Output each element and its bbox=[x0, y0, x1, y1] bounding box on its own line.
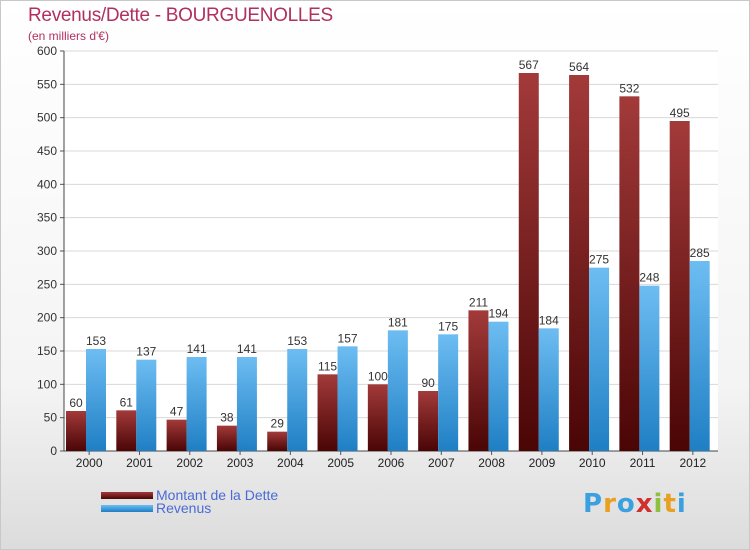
y-tick-label: 250 bbox=[37, 277, 57, 291]
bar-revenue bbox=[689, 261, 710, 451]
x-tick-label: 2001 bbox=[126, 456, 153, 470]
y-tick-label: 0 bbox=[50, 444, 57, 458]
data-label-debt: 532 bbox=[619, 81, 639, 95]
data-label-debt: 61 bbox=[120, 395, 134, 409]
data-label-revenue: 157 bbox=[338, 331, 358, 345]
chart-subtitle: (en milliers d'€) bbox=[28, 29, 109, 43]
x-tick-label: 2011 bbox=[630, 456, 656, 470]
x-tick-label: 2012 bbox=[679, 456, 706, 470]
data-label-revenue: 153 bbox=[86, 334, 106, 348]
legend-item-debt: Montant de la Dette bbox=[101, 487, 278, 503]
y-tick-label: 550 bbox=[37, 77, 57, 91]
bar-debt bbox=[317, 374, 338, 451]
logo-letter: i bbox=[653, 489, 664, 519]
y-tick-label: 300 bbox=[37, 244, 57, 258]
data-label-revenue: 194 bbox=[488, 307, 508, 321]
legend: Montant de la Dette Revenus bbox=[101, 487, 278, 516]
data-label-debt: 60 bbox=[69, 396, 83, 410]
bar-revenue bbox=[186, 357, 207, 451]
legend-swatch-debt bbox=[101, 491, 153, 499]
x-tick-label: 2008 bbox=[478, 456, 505, 470]
bar-revenue bbox=[488, 321, 509, 451]
y-tick-label: 100 bbox=[37, 377, 57, 391]
data-label-debt: 211 bbox=[469, 295, 488, 309]
bar-revenue bbox=[438, 334, 459, 451]
x-tick-label: 2009 bbox=[529, 456, 556, 470]
data-label-debt: 495 bbox=[670, 106, 690, 120]
y-tick-label: 200 bbox=[37, 311, 57, 325]
legend-label-revenue: Revenus bbox=[156, 500, 212, 516]
bar-revenue bbox=[337, 346, 358, 451]
bar-revenue bbox=[136, 359, 157, 451]
bar-debt bbox=[116, 410, 137, 451]
data-label-revenue: 153 bbox=[287, 334, 307, 348]
data-label-revenue: 137 bbox=[136, 345, 156, 359]
bar-debt bbox=[216, 425, 237, 451]
data-label-revenue: 141 bbox=[237, 342, 257, 356]
data-label-revenue: 175 bbox=[438, 319, 458, 333]
chart-title: Revenus/Dette - BOURGUENOLLES bbox=[28, 5, 333, 26]
y-tick-label: 600 bbox=[37, 44, 57, 58]
x-tick-label: 2002 bbox=[176, 456, 203, 470]
y-tick-label: 150 bbox=[37, 344, 57, 358]
bar-revenue bbox=[589, 267, 610, 451]
bar-debt bbox=[518, 73, 539, 451]
logo-letter: r bbox=[603, 489, 617, 519]
x-tick-label: 2010 bbox=[579, 456, 606, 470]
legend-label-debt: Montant de la Dette bbox=[156, 487, 279, 503]
data-label-revenue: 285 bbox=[690, 246, 710, 260]
data-label-revenue: 181 bbox=[388, 315, 408, 329]
bar-revenue bbox=[236, 357, 257, 451]
data-label-revenue: 275 bbox=[589, 253, 609, 267]
data-label-debt: 38 bbox=[220, 411, 234, 425]
bar-revenue bbox=[387, 330, 408, 451]
bar-debt bbox=[166, 419, 187, 451]
data-label-revenue: 141 bbox=[187, 342, 207, 356]
bar-debt bbox=[669, 121, 690, 451]
data-label-debt: 100 bbox=[368, 369, 388, 383]
bar-revenue bbox=[86, 349, 106, 451]
x-tick-label: 2007 bbox=[428, 456, 455, 470]
data-label-revenue: 248 bbox=[639, 271, 659, 285]
bar-debt bbox=[267, 431, 288, 451]
bar-debt bbox=[66, 411, 86, 451]
proxiti-logo: Proxiti bbox=[583, 489, 687, 519]
data-label-debt: 47 bbox=[170, 405, 184, 419]
logo-letter: i bbox=[676, 489, 687, 519]
data-label-debt: 90 bbox=[421, 376, 435, 390]
bar-debt bbox=[619, 96, 640, 451]
y-tick-label: 50 bbox=[44, 411, 58, 425]
x-tick-label: 2004 bbox=[277, 456, 304, 470]
bar-debt bbox=[468, 310, 489, 451]
logo-letter: P bbox=[583, 489, 604, 519]
legend-item-revenue: Revenus bbox=[101, 500, 278, 516]
bar-debt bbox=[569, 75, 590, 451]
bar-debt bbox=[367, 384, 388, 451]
bar-revenue bbox=[287, 349, 308, 451]
logo-letter: t bbox=[663, 489, 677, 519]
x-tick-label: 2005 bbox=[327, 456, 354, 470]
bar-debt bbox=[418, 391, 439, 451]
data-label-debt: 29 bbox=[271, 417, 285, 431]
bar-revenue bbox=[639, 285, 660, 451]
data-label-debt: 564 bbox=[569, 60, 589, 74]
y-tick-label: 500 bbox=[37, 111, 57, 125]
y-tick-label: 350 bbox=[37, 211, 57, 225]
y-tick-label: 450 bbox=[37, 144, 57, 158]
legend-swatch-revenue bbox=[101, 504, 153, 512]
bar-revenue bbox=[538, 328, 559, 451]
data-label-debt: 567 bbox=[519, 58, 539, 72]
x-tick-label: 2006 bbox=[378, 456, 405, 470]
logo-letter: x bbox=[635, 489, 654, 519]
logo-letter: o bbox=[616, 489, 636, 519]
data-label-debt: 115 bbox=[318, 359, 337, 373]
data-label-revenue: 184 bbox=[539, 313, 559, 327]
x-tick-label: 2003 bbox=[227, 456, 254, 470]
y-tick-label: 400 bbox=[37, 177, 57, 191]
x-tick-label: 2000 bbox=[76, 456, 103, 470]
